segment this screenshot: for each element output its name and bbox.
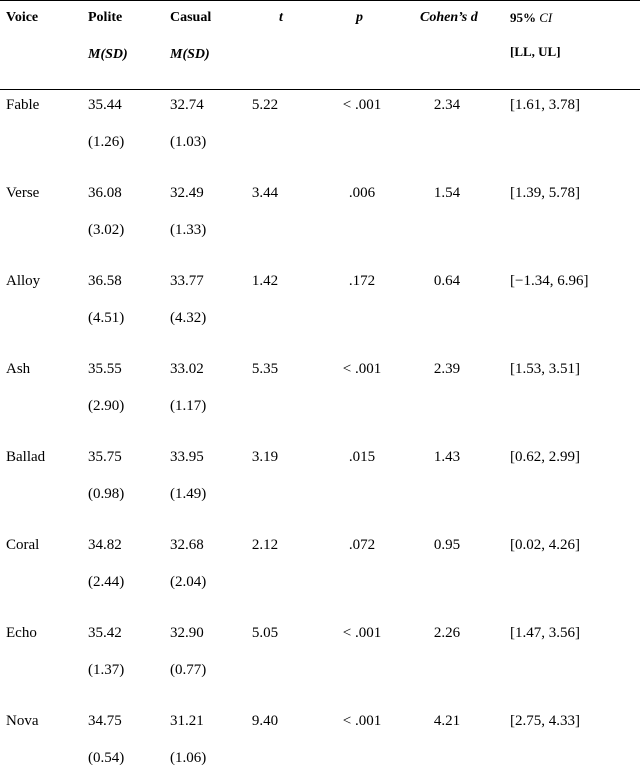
- cell-polite: 35.55: [88, 361, 122, 377]
- cell-casual: 32.49: [170, 185, 204, 201]
- cell-polite: 34.75: [88, 713, 122, 729]
- cell-polite-sd: (0.54): [88, 750, 125, 766]
- cell-ci: [1.53, 3.51]: [510, 361, 580, 377]
- cell-p: .072: [348, 537, 376, 553]
- cell-cohens-d: 1.54: [433, 185, 461, 201]
- header-ci-italic: CI: [539, 10, 553, 25]
- cell-casual-sd: (2.04): [170, 574, 207, 590]
- cell-polite: 35.44: [88, 97, 122, 113]
- cell-polite-sd: (4.51): [88, 310, 125, 326]
- cell-casual-sd: (0.77): [170, 662, 207, 678]
- cell-voice: Ballad: [6, 449, 46, 465]
- cell-p: .172: [348, 273, 376, 289]
- cell-cohens-d: 2.34: [433, 97, 461, 113]
- cell-cohens-d: 2.26: [433, 625, 461, 641]
- cell-voice: Ash: [6, 361, 31, 377]
- cell-polite: 36.58: [88, 273, 122, 289]
- cell-cohens-d: 0.64: [433, 273, 461, 289]
- cell-polite-sd: (3.02): [88, 222, 125, 238]
- cell-casual-sd: (1.49): [170, 486, 207, 502]
- cell-casual: 32.68: [170, 537, 204, 553]
- cell-p: < .001: [342, 361, 382, 377]
- cell-voice: Verse: [6, 185, 40, 201]
- cell-p: < .001: [342, 625, 382, 641]
- cell-ci: [2.75, 4.33]: [510, 713, 580, 729]
- header-casual-sub: M(SD): [170, 47, 210, 62]
- cell-polite-sd: (1.26): [88, 134, 125, 150]
- cell-polite: 34.82: [88, 537, 122, 553]
- cell-polite-sd: (0.98): [88, 486, 125, 502]
- cell-voice: Echo: [6, 625, 37, 641]
- header-polite-sub: M(SD): [88, 47, 128, 62]
- cell-ci: [1.39, 5.78]: [510, 185, 580, 201]
- cell-casual-sd: (4.32): [170, 310, 207, 326]
- cell-ci: [1.61, 3.78]: [510, 97, 580, 113]
- cell-voice: Alloy: [6, 273, 41, 289]
- cell-polite: 36.08: [88, 185, 122, 201]
- cell-casual-sd: (1.06): [170, 750, 207, 766]
- cell-voice: Nova: [6, 713, 39, 729]
- cell-casual-sd: (1.33): [170, 222, 207, 238]
- cell-polite-sd: (2.44): [88, 574, 125, 590]
- cell-cohens-d: 1.43: [433, 449, 461, 465]
- cell-p: < .001: [342, 713, 382, 729]
- cell-voice: Fable: [6, 97, 40, 113]
- table-header-rule: [0, 89, 640, 90]
- cell-p: .006: [348, 185, 376, 201]
- cell-cohens-d: 0.95: [433, 537, 461, 553]
- cell-cohens-d: 4.21: [433, 713, 461, 729]
- cell-polite: 35.75: [88, 449, 122, 465]
- header-p: p: [356, 10, 363, 25]
- header-t: t: [279, 10, 283, 25]
- header-casual: Casual: [170, 10, 212, 25]
- cell-casual: 32.90: [170, 625, 204, 641]
- cell-p: < .001: [342, 97, 382, 113]
- cell-casual: 32.74: [170, 97, 204, 113]
- cell-cohens-d: 2.39: [433, 361, 461, 377]
- cell-p: .015: [348, 449, 376, 465]
- header-ci-sub: [LL, UL]: [510, 44, 561, 59]
- cell-t: 9.40: [251, 713, 279, 729]
- header-polite: Polite: [88, 10, 123, 25]
- cell-polite-sd: (2.90): [88, 398, 125, 414]
- cell-casual-sd: (1.17): [170, 398, 207, 414]
- table-top-rule: [0, 0, 640, 1]
- cell-casual: 31.21: [170, 713, 204, 729]
- cell-ci: [−1.34, 6.96]: [510, 273, 589, 289]
- header-ci-prefix: 95%: [510, 10, 536, 25]
- cell-t: 2.12: [251, 537, 279, 553]
- header-voice: Voice: [6, 10, 39, 25]
- cell-t: 3.19: [251, 449, 279, 465]
- cell-voice: Coral: [6, 537, 40, 553]
- cell-t: 5.05: [251, 625, 279, 641]
- cell-polite: 35.42: [88, 625, 122, 641]
- cell-ci: [0.62, 2.99]: [510, 449, 580, 465]
- cell-t: 1.42: [251, 273, 279, 289]
- header-ci: 95% CI: [510, 11, 552, 24]
- header-cohens-d: Cohen’s d: [420, 10, 478, 25]
- cell-casual: 33.02: [170, 361, 204, 377]
- cell-polite-sd: (1.37): [88, 662, 125, 678]
- cell-t: 5.35: [251, 361, 279, 377]
- cell-casual: 33.95: [170, 449, 204, 465]
- cell-casual-sd: (1.03): [170, 134, 207, 150]
- cell-ci: [1.47, 3.56]: [510, 625, 580, 641]
- cell-casual: 33.77: [170, 273, 204, 289]
- cell-ci: [0.02, 4.26]: [510, 537, 580, 553]
- cell-t: 5.22: [251, 97, 279, 113]
- cell-t: 3.44: [251, 185, 279, 201]
